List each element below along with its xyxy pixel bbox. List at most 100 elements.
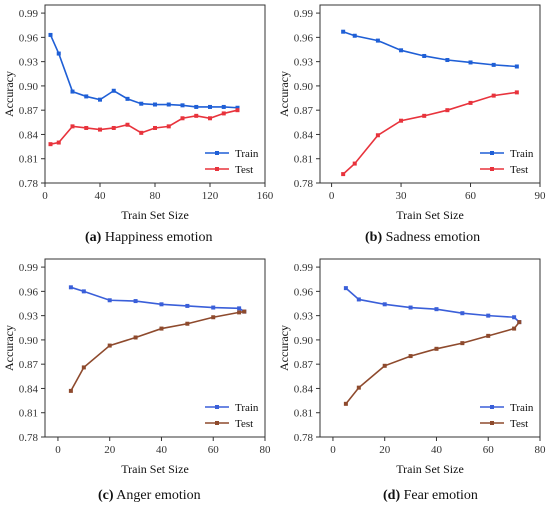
data-point-test (139, 130, 144, 135)
data-point-test (434, 346, 439, 351)
data-point-train (343, 286, 348, 291)
caption-letter: (c) (98, 488, 114, 503)
x-tick-label: 20 (104, 444, 116, 456)
data-point-test (166, 124, 171, 129)
y-tick-label: 0.78 (19, 432, 39, 444)
x-axis-label: Train Set Size (396, 462, 464, 476)
data-point-test (422, 113, 427, 118)
y-axis-label: Accuracy (277, 71, 291, 117)
data-point-train (341, 29, 346, 34)
data-point-train (153, 102, 157, 107)
y-tick-label: 0.99 (19, 262, 39, 274)
data-point-train (70, 89, 75, 94)
y-tick-label: 0.78 (294, 178, 314, 190)
legend-marker-test (215, 167, 219, 171)
data-point-test (399, 118, 404, 123)
data-point-train (221, 104, 226, 109)
data-point-test (408, 354, 413, 359)
y-tick-label: 0.96 (19, 32, 39, 44)
data-point-test (491, 93, 496, 98)
data-point-train (56, 51, 61, 56)
data-point-train (512, 315, 517, 320)
x-tick-label: 120 (202, 190, 219, 202)
data-point-test (468, 100, 473, 105)
data-point-test (194, 113, 199, 118)
series-line-train (70, 286, 245, 313)
y-axis-label: Accuracy (277, 325, 291, 371)
data-point-train (98, 97, 102, 102)
x-tick-label: 0 (329, 190, 335, 202)
y-tick-label: 0.93 (19, 57, 39, 69)
data-point-train (468, 60, 473, 65)
x-axis-label: Train Set Size (121, 208, 189, 222)
data-point-train (237, 306, 242, 311)
legend-marker-train (490, 151, 494, 155)
x-tick-label: 40 (95, 190, 107, 202)
x-tick-label: 80 (150, 190, 162, 202)
x-tick-label: 40 (431, 444, 443, 456)
data-point-test (375, 133, 380, 138)
x-tick-label: 40 (156, 444, 168, 456)
data-point-test (107, 343, 112, 348)
data-point-train (68, 285, 73, 290)
y-tick-label: 0.96 (294, 286, 314, 298)
x-tick-label: 90 (535, 190, 547, 202)
chart-anger: 0.78 0.81 0.84 0.87 0.90 0.93 0.96 0.99 0 20 40 60 8… (2, 258, 272, 476)
legend-label-test: Test (235, 164, 253, 176)
y-tick-label: 0.99 (19, 8, 39, 20)
data-point-test (48, 142, 53, 147)
data-point-train (352, 33, 357, 38)
data-point-test (211, 315, 216, 320)
caption-text: Fear emotion (403, 488, 478, 503)
legend-label-train: Train (510, 402, 534, 414)
caption-sadness: (b) Sadness emotion (365, 230, 480, 246)
x-tick-label: 80 (535, 444, 547, 456)
legend-marker-train (215, 405, 219, 409)
legend-marker-train (215, 151, 219, 155)
x-tick-label: 60 (208, 444, 220, 456)
data-point-train (408, 305, 413, 310)
x-tick-label: 20 (379, 444, 391, 456)
y-tick-label: 0.81 (19, 154, 38, 166)
data-point-test (514, 90, 519, 95)
chart-fear: 0.78 0.81 0.84 0.87 0.90 0.93 0.96 0.99 0 20 40 60 8… (277, 258, 547, 476)
x-tick-label: 0 (42, 190, 48, 202)
data-point-test (68, 388, 73, 393)
data-point-train (133, 299, 138, 304)
caption-anger: (c) Anger emotion (98, 488, 201, 504)
data-point-train (139, 101, 144, 106)
series-line-test (70, 310, 245, 392)
y-tick-label: 0.99 (294, 262, 314, 274)
x-tick-label: 160 (257, 190, 274, 202)
data-point-train (180, 103, 185, 108)
data-point-train (107, 298, 112, 303)
legend-marker-test (490, 167, 494, 171)
data-point-test (98, 127, 102, 132)
y-tick-label: 0.96 (19, 286, 39, 298)
x-tick-label: 80 (260, 444, 272, 456)
y-tick-label: 0.99 (294, 8, 314, 20)
data-point-test (382, 363, 387, 368)
chart-sadness: 0.78 0.81 0.84 0.87 0.90 0.93 0.96 0.99 0 30 60 90 T… (277, 4, 547, 222)
x-axis-label: Train Set Size (121, 462, 189, 476)
data-point-test (341, 172, 346, 177)
y-axis-label: Accuracy (2, 325, 16, 371)
data-point-test (356, 385, 361, 390)
data-point-train (460, 311, 465, 316)
caption-text: Happiness emotion (104, 230, 213, 245)
x-tick-label: 60 (465, 190, 477, 202)
data-point-test (517, 320, 522, 325)
legend-label-train: Train (510, 148, 534, 160)
data-point-test (125, 122, 130, 127)
plot-frame (319, 4, 541, 184)
data-point-train (235, 105, 240, 110)
data-point-test (153, 125, 157, 130)
y-tick-label: 0.87 (294, 359, 314, 371)
data-point-test (445, 108, 450, 113)
y-tick-label: 0.90 (294, 81, 314, 93)
data-point-test (343, 401, 348, 406)
data-point-train (356, 297, 361, 302)
data-point-train (445, 58, 450, 63)
x-tick-label: 0 (55, 444, 61, 456)
caption-letter: (b) (365, 230, 383, 245)
